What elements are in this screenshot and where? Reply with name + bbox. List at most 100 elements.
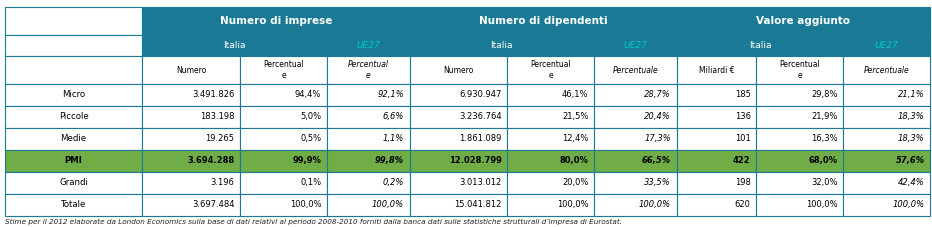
Bar [410, 35, 594, 56]
Bar [677, 84, 756, 106]
Text: 3.491.826: 3.491.826 [192, 90, 235, 99]
Bar [143, 56, 240, 84]
Bar [410, 106, 507, 128]
Bar [507, 84, 594, 106]
Text: 3.236.764: 3.236.764 [459, 112, 501, 121]
Bar [507, 128, 594, 150]
Text: Numero: Numero [444, 66, 473, 75]
Text: 15.041.812: 15.041.812 [454, 200, 501, 210]
Text: Percentual
e: Percentual e [530, 60, 571, 80]
Bar [507, 150, 594, 172]
Bar [327, 150, 410, 172]
Text: 42,4%: 42,4% [898, 178, 925, 188]
Text: 3.694.288: 3.694.288 [187, 156, 235, 165]
Bar [410, 56, 507, 84]
Bar [5, 128, 143, 150]
Bar [756, 194, 843, 216]
Text: 3.013.012: 3.013.012 [459, 178, 501, 188]
Text: 422: 422 [733, 156, 750, 165]
Bar [143, 172, 240, 194]
Text: 46,1%: 46,1% [562, 90, 588, 99]
Bar [756, 106, 843, 128]
Text: Totale: Totale [61, 200, 87, 210]
Text: 99,9%: 99,9% [293, 156, 322, 165]
Text: 100,0%: 100,0% [806, 200, 838, 210]
Text: 33,5%: 33,5% [644, 178, 671, 188]
Text: 198: 198 [734, 178, 750, 188]
Text: 32,0%: 32,0% [811, 178, 838, 188]
Text: Micro: Micro [62, 90, 85, 99]
Text: Italia: Italia [224, 41, 246, 50]
Bar [594, 106, 677, 128]
Text: Percentuale: Percentuale [864, 66, 910, 75]
Bar [143, 84, 240, 106]
Text: 100,0%: 100,0% [372, 200, 404, 210]
Text: 18,3%: 18,3% [898, 134, 925, 143]
Bar [594, 84, 677, 106]
Bar [240, 106, 327, 128]
Bar [756, 172, 843, 194]
Bar [594, 35, 677, 56]
Text: Stime per il 2012 elaborate da London Economics sulla base di dati relativi al p: Stime per il 2012 elaborate da London Ec… [5, 218, 622, 225]
Bar [5, 7, 143, 35]
Bar [240, 194, 327, 216]
Bar [594, 128, 677, 150]
Bar [410, 84, 507, 106]
Text: Numero di dipendenti: Numero di dipendenti [479, 16, 608, 26]
Text: Percentual
e: Percentual e [779, 60, 820, 80]
Text: 101: 101 [735, 134, 750, 143]
Bar [756, 84, 843, 106]
Bar [843, 56, 930, 84]
Text: 1.861.089: 1.861.089 [459, 134, 501, 143]
Bar [240, 128, 327, 150]
Text: 21,1%: 21,1% [898, 90, 925, 99]
Bar [843, 150, 930, 172]
Bar [843, 106, 930, 128]
Bar [677, 106, 756, 128]
Bar [143, 128, 240, 150]
Text: 21,9%: 21,9% [811, 112, 838, 121]
Bar [677, 172, 756, 194]
Bar [240, 150, 327, 172]
Text: 29,8%: 29,8% [811, 90, 838, 99]
Bar [410, 7, 677, 35]
Text: UE27: UE27 [875, 41, 898, 50]
Text: 57,6%: 57,6% [896, 156, 925, 165]
Text: 18,3%: 18,3% [898, 112, 925, 121]
Bar [677, 128, 756, 150]
Text: 92,1%: 92,1% [377, 90, 404, 99]
Text: 100,0%: 100,0% [290, 200, 322, 210]
Bar [843, 35, 930, 56]
Text: 3.196: 3.196 [211, 178, 235, 188]
Bar [327, 84, 410, 106]
Bar [677, 56, 756, 84]
Text: 185: 185 [734, 90, 750, 99]
Text: 66,5%: 66,5% [642, 156, 671, 165]
Bar [843, 128, 930, 150]
Bar [843, 84, 930, 106]
Bar [410, 128, 507, 150]
Bar [327, 35, 410, 56]
Text: 28,7%: 28,7% [644, 90, 671, 99]
Text: 17,3%: 17,3% [644, 134, 671, 143]
Text: 0,5%: 0,5% [300, 134, 322, 143]
Bar [327, 172, 410, 194]
Text: Percentuale: Percentuale [612, 66, 658, 75]
Text: 183.198: 183.198 [199, 112, 235, 121]
Text: 16,3%: 16,3% [811, 134, 838, 143]
Text: 94,4%: 94,4% [295, 90, 322, 99]
Text: Numero di imprese: Numero di imprese [220, 16, 332, 26]
Text: 12.028.799: 12.028.799 [448, 156, 501, 165]
Bar [594, 172, 677, 194]
Text: Numero: Numero [176, 66, 206, 75]
Bar [756, 150, 843, 172]
Text: 1,1%: 1,1% [383, 134, 404, 143]
Text: 5,0%: 5,0% [300, 112, 322, 121]
Bar [410, 150, 507, 172]
Bar [143, 150, 240, 172]
Bar [843, 172, 930, 194]
Text: 20,0%: 20,0% [562, 178, 588, 188]
Text: 100,0%: 100,0% [639, 200, 671, 210]
Text: Grandi: Grandi [59, 178, 88, 188]
Text: 0,2%: 0,2% [383, 178, 404, 188]
